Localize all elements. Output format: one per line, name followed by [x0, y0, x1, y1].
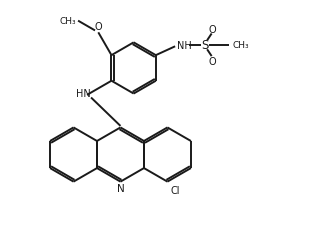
Text: Cl: Cl — [171, 185, 180, 195]
Text: O: O — [94, 22, 102, 32]
Text: NH: NH — [177, 41, 192, 51]
Text: S: S — [202, 39, 209, 52]
Text: N: N — [116, 183, 124, 193]
Text: CH₃: CH₃ — [60, 17, 76, 26]
Text: HN: HN — [76, 89, 90, 99]
Text: O: O — [209, 25, 217, 35]
Text: O: O — [209, 56, 217, 66]
Text: CH₃: CH₃ — [232, 41, 249, 50]
